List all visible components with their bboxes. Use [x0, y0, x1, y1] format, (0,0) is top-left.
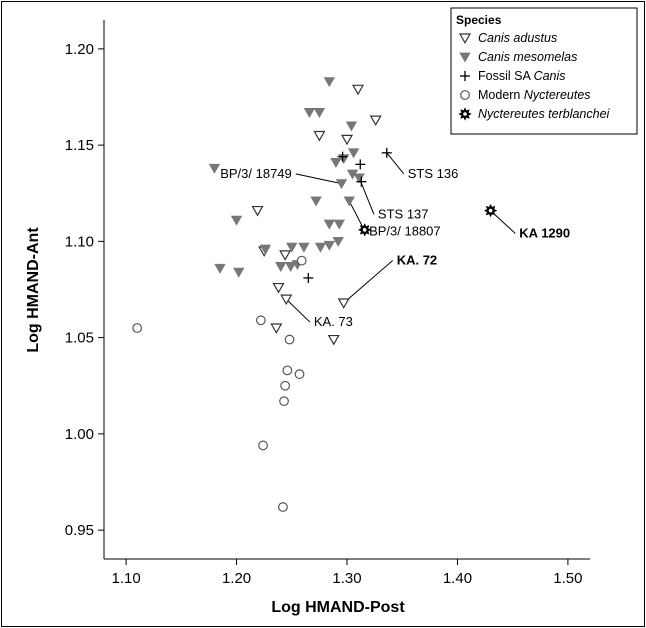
data-point-canis-adustus [251, 205, 264, 217]
legend-marker-canis-mesomelas [459, 52, 471, 63]
y-tick-label: 1.00 [65, 426, 94, 443]
y-tick-label: 0.95 [65, 522, 94, 539]
annotation-label: BP/3/ 18749 [220, 166, 292, 181]
legend-label: Nyctereutes terblanchei [478, 107, 611, 121]
annotation-label: KA 1290 [519, 226, 570, 241]
data-point-canis-adustus [279, 250, 292, 261]
data-point-canis-adustus [352, 84, 365, 96]
annotation-leader-line [295, 173, 342, 185]
data-point-modern-nyctereutes [258, 440, 268, 451]
legend-marker-canis-adustus [458, 33, 472, 44]
data-point-canis-mesomelas [310, 196, 322, 207]
plot-area: 1.10 1.20 1.30 1.40 1.50 0.95 1.00 1.05 1.10 1.15… [65, 20, 590, 587]
data-point-modern-nyctereutes [279, 396, 289, 407]
x-tick-label: 1.20 [222, 570, 251, 587]
data-point-canis-mesomelas [284, 261, 297, 272]
data-point-canis-mesomelas [214, 263, 226, 274]
data-point-fossil-sa-canis [381, 147, 392, 158]
legend-label-part: Canis mesomelas [478, 50, 577, 64]
annotation-leader-line [285, 298, 311, 323]
data-point-canis-mesomelas [259, 244, 271, 255]
data-point-canis-mesomelas [286, 242, 298, 253]
data-point-canis-mesomelas [347, 148, 360, 159]
data-point-fossil-sa-canis [355, 159, 366, 170]
data-point-fossil-sa-canis [356, 176, 367, 187]
legend-box [450, 7, 638, 135]
data-point-canis-adustus [272, 282, 285, 294]
legend-marker-modern-nyctereutes [460, 90, 470, 100]
y-tick-label: 1.15 [65, 137, 94, 154]
annotation-label: STS 136 [408, 166, 459, 181]
y-tick-label: 1.05 [65, 330, 94, 347]
data-point-modern-nyctereutes [280, 380, 291, 391]
legend: Species Canis adustus Canis mesomelas Foss… [450, 7, 638, 135]
data-point-modern-nyctereutes [296, 255, 307, 266]
x-axis-title: Log HMAND-Post [271, 599, 405, 616]
data-point-modern-nyctereutes [132, 323, 143, 333]
data-point-canis-mesomelas [323, 77, 336, 88]
legend-marker-nyctereutes-terblanchei [458, 107, 472, 121]
data-point-canis-mesomelas [233, 267, 245, 278]
data-point-canis-adustus [270, 323, 283, 334]
data-point-canis-mesomelas [332, 236, 344, 247]
legend-label-part: Fossil SA [478, 69, 534, 83]
legend-label: Canis mesomelas [478, 50, 577, 64]
annotation-leader-line [386, 152, 405, 175]
legend-items: Canis adustus Canis mesomelas Fossil SA Ca… [458, 31, 611, 121]
data-point-modern-nyctereutes [255, 315, 266, 326]
annotation-label: BP/3/ 18807 [369, 224, 441, 239]
data-point-canis-mesomelas [343, 196, 355, 207]
data-point-canis-adustus [327, 334, 340, 346]
x-tick-label: 1.30 [332, 570, 361, 587]
data-point-modern-nyctereutes [282, 365, 293, 376]
data-point-canis-mesomelas [208, 163, 221, 174]
data-point-canis-mesomelas [333, 219, 345, 230]
annotation-label: STS 137 [378, 206, 429, 221]
data-point-canis-mesomelas [335, 179, 348, 190]
data-point-nyctereutes-terblanchei [357, 223, 372, 237]
legend-label: Fossil SA Canis [478, 69, 566, 83]
annotation-leader-line [343, 260, 394, 304]
legend-label-part: Modern [478, 88, 524, 102]
data-point-canis-mesomelas [323, 219, 336, 230]
legend-label: Canis adustus [478, 31, 557, 45]
data-point-canis-mesomelas [230, 215, 243, 226]
x-tick-label: 1.10 [111, 570, 140, 587]
legend-label-part: Nyctereutes terblanchei [478, 107, 611, 121]
data-point-canis-mesomelas [303, 108, 316, 118]
data-point-canis-mesomelas [275, 261, 287, 272]
y-axis-title: Log HMAND-Ant [25, 227, 42, 353]
x-tick-label: 1.40 [443, 570, 472, 587]
data-point-canis-mesomelas [313, 108, 326, 118]
data-point-canis-adustus [280, 294, 293, 306]
legend-label-part: Canis [534, 69, 566, 83]
legend-label: Modern Nyctereutes [478, 88, 591, 102]
legend-marker-fossil-sa-canis [460, 71, 470, 81]
legend-label-part: Canis adustus [478, 31, 557, 45]
data-point-modern-nyctereutes [284, 334, 295, 345]
legend-label-part: Nyctereutes [524, 88, 591, 102]
data-point-canis-mesomelas [314, 242, 327, 253]
y-tick-label: 1.20 [65, 41, 94, 58]
annotation-label: KA. 72 [397, 252, 437, 267]
y-tick-label: 1.10 [65, 233, 94, 250]
legend-title: Species [456, 13, 502, 27]
data-point-fossil-sa-canis [337, 151, 348, 162]
data-point-canis-adustus [313, 130, 326, 142]
data-point-fossil-sa-canis [303, 272, 314, 283]
data-point-canis-adustus [369, 115, 382, 127]
data-point-canis-mesomelas [298, 242, 310, 253]
data-point-canis-adustus [337, 298, 350, 309]
data-point-canis-mesomelas [345, 121, 358, 132]
data-point-canis-mesomelas [330, 158, 342, 169]
data-point-nyctereutes-terblanchei [483, 203, 498, 218]
data-point-canis-adustus [340, 134, 354, 146]
annotation-label: KA. 73 [314, 314, 353, 329]
data-point-modern-nyctereutes [294, 369, 305, 380]
data-point-modern-nyctereutes [278, 502, 288, 512]
x-tick-label: 1.50 [553, 570, 582, 587]
data-point-canis-mesomelas [323, 240, 336, 251]
